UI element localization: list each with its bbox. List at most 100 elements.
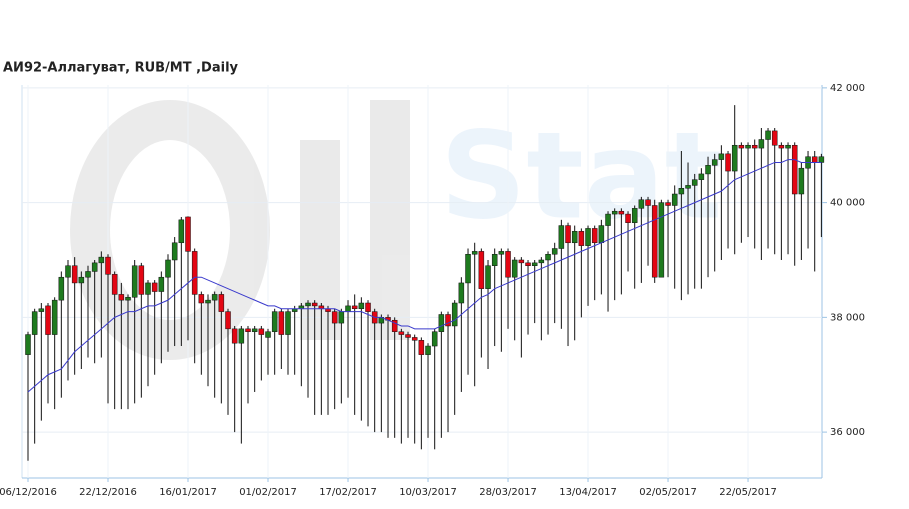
candle-body (71, 265, 78, 284)
candle-body (618, 210, 625, 215)
candle-body (185, 216, 191, 252)
candle-body (658, 202, 665, 278)
y-tick-label: 42 000 (830, 83, 865, 94)
candle-body (285, 311, 291, 335)
candle-body (598, 225, 605, 244)
candle-body (418, 340, 425, 355)
candle-body (165, 259, 171, 278)
candle-body (485, 265, 491, 289)
candle-body (278, 311, 285, 335)
candle-body (151, 282, 158, 292)
candle-body (405, 334, 411, 338)
candle-body (698, 173, 705, 180)
candle-body (45, 305, 51, 335)
svg-text:Stat: Stat (440, 108, 722, 247)
candle-body (31, 311, 38, 335)
candle-body (145, 282, 151, 295)
candle-body (718, 153, 725, 160)
candle-body (505, 251, 511, 278)
candle-body (351, 305, 358, 310)
candle-body (645, 199, 651, 206)
candle-body (225, 311, 231, 330)
candle-body (625, 213, 631, 223)
candle-body (571, 231, 578, 244)
candle-body (691, 179, 698, 186)
candle-body (338, 311, 345, 324)
candle-body (565, 225, 571, 244)
candle-body (331, 311, 338, 324)
candle-body (731, 144, 738, 172)
candle-body (98, 256, 105, 264)
x-tick-label: 17/02/2017 (319, 487, 377, 498)
candle-body (438, 314, 445, 332)
candle-body (498, 251, 505, 255)
candle-body (25, 334, 31, 355)
candle-body (631, 208, 638, 223)
candle-body (198, 294, 205, 304)
x-tick-label: 22/12/2016 (79, 487, 137, 498)
candle-body (391, 319, 398, 332)
candle-body (478, 251, 485, 289)
candle-body (205, 299, 211, 304)
x-tick-label: 22/05/2017 (719, 487, 777, 498)
candle-body (51, 299, 58, 335)
candle-body (191, 251, 198, 295)
candle-body (138, 265, 145, 295)
candle-body (491, 253, 498, 266)
y-tick-label: 40 000 (830, 198, 865, 209)
candle-body (218, 294, 225, 312)
x-tick-label: 28/03/2017 (479, 487, 537, 498)
candle-body (518, 259, 525, 264)
candle-body (591, 228, 598, 244)
candle-body (578, 231, 585, 246)
candle-body (131, 265, 138, 298)
x-tick-label: 02/05/2017 (639, 487, 697, 498)
candle-body (705, 165, 711, 175)
candle-body (231, 328, 238, 344)
candle-body (78, 276, 85, 284)
candle-body (798, 167, 805, 195)
candle-body (158, 276, 165, 292)
candle-body (431, 331, 438, 347)
candle-body (585, 228, 591, 246)
candle-body (311, 302, 318, 307)
candle-body (818, 156, 825, 163)
candle-body (678, 188, 685, 195)
candle-body (758, 139, 765, 149)
y-tick-label: 38 000 (830, 312, 865, 323)
candle-body (751, 144, 758, 149)
candle-body (251, 328, 258, 332)
candle-body (538, 259, 545, 264)
candle-body (411, 337, 418, 341)
candle-body (611, 210, 618, 215)
moving-average (27, 159, 822, 393)
candle-body (345, 305, 351, 312)
candle-body (685, 185, 691, 189)
candle-body (398, 331, 405, 335)
candle-body (711, 159, 718, 166)
candle-body (111, 274, 118, 295)
candle-body (531, 262, 538, 266)
candle-body (425, 345, 431, 355)
candle-body (465, 253, 471, 284)
y-tick-label: 36 000 (830, 427, 865, 438)
candle-body (671, 193, 678, 206)
candle-body (511, 259, 518, 278)
candle-body (178, 219, 185, 244)
candle-body (778, 144, 785, 149)
candle-body (65, 265, 71, 278)
candle-body (458, 282, 465, 304)
candle-body (738, 144, 745, 149)
candle-body (725, 153, 731, 172)
candle-body (771, 130, 778, 146)
candle-body (105, 256, 111, 275)
candle-body (265, 331, 271, 338)
candle-body (765, 130, 771, 140)
candle-body (651, 205, 658, 278)
candle-body (125, 297, 131, 301)
candle-body (471, 251, 478, 255)
candle-body (91, 262, 98, 272)
candle-body (245, 328, 251, 332)
candle-body (638, 199, 645, 209)
